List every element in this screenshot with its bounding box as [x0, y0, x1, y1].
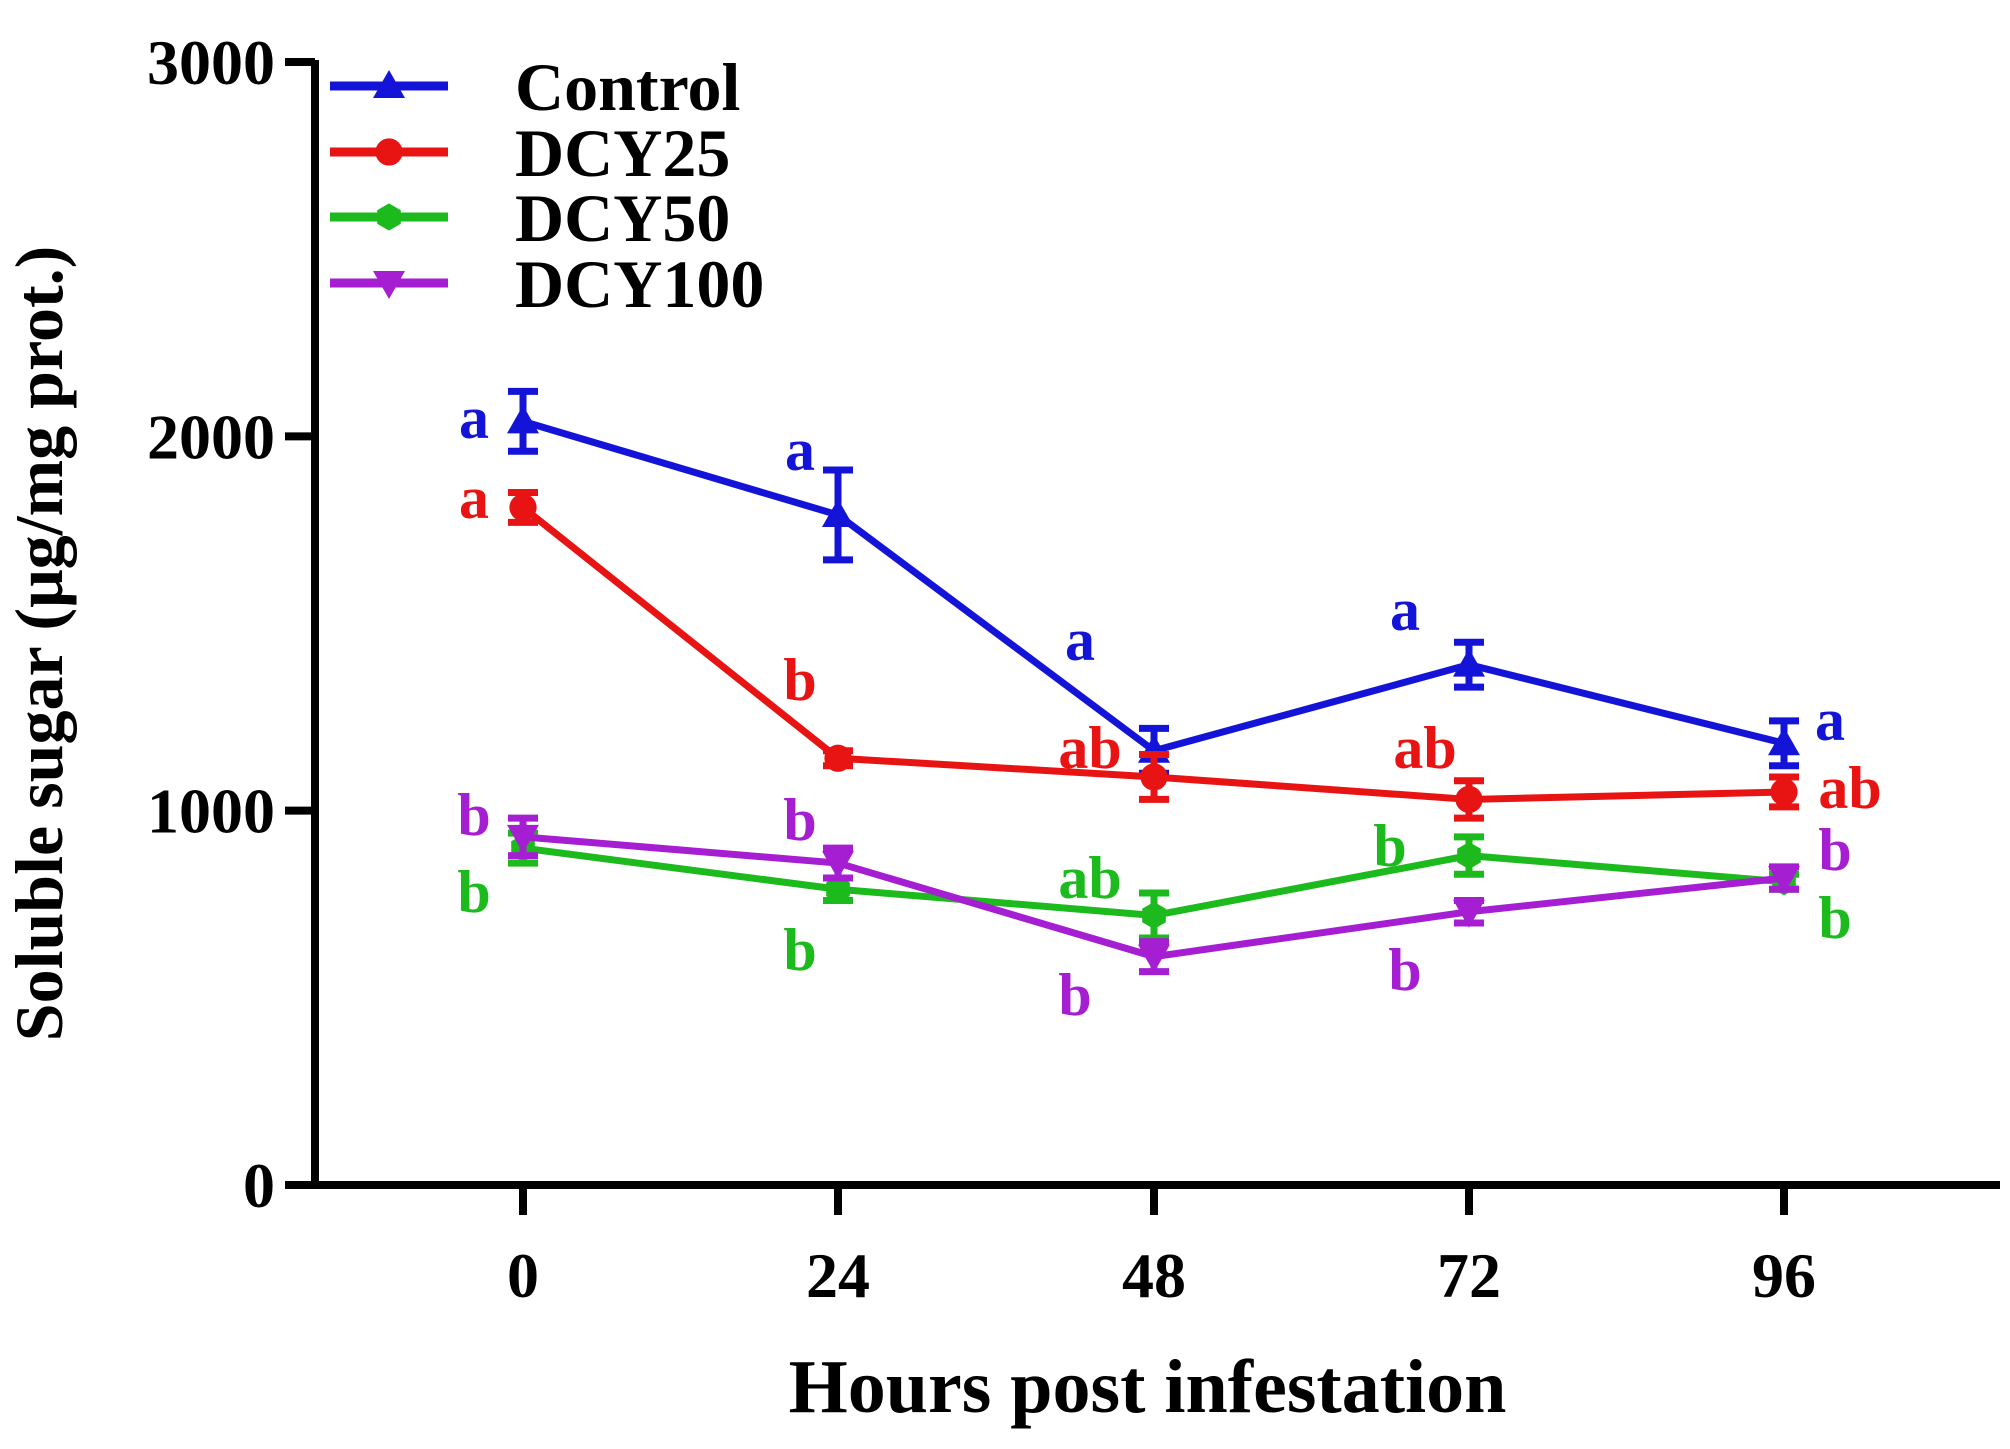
x-tick-label: 96 [1752, 1240, 1816, 1311]
legend-label: DCY100 [515, 246, 764, 322]
y-ticks: 0 1000 2000 3000 [147, 27, 315, 1221]
data-point [1457, 842, 1481, 870]
y-tick-label: 1000 [147, 776, 275, 847]
significance-letter: a [1815, 687, 1845, 753]
x-tick-label: 0 [507, 1240, 539, 1311]
significance-letter: b [1818, 885, 1851, 951]
x-tick-label: 24 [806, 1240, 870, 1311]
x-tick-label: 72 [1437, 1240, 1501, 1311]
data-point [1453, 648, 1485, 677]
significance-letter: a [785, 417, 815, 483]
significance-letter: b [1373, 813, 1406, 879]
legend-item-dcy100: DCY100 [330, 246, 764, 322]
legend-item-control: Control [330, 49, 740, 125]
data-point [1770, 778, 1798, 806]
significance-letter: ab [1058, 845, 1121, 911]
significance-letter: a [459, 385, 489, 451]
data-point [822, 498, 854, 527]
y-tick-label: 3000 [147, 27, 275, 98]
y-tick-label: 0 [243, 1150, 275, 1221]
data-point [824, 744, 852, 772]
significance-letter: a [459, 465, 489, 531]
significance-letter: b [1818, 817, 1851, 883]
series-layer [507, 387, 1800, 976]
x-axis-title: Hours post infestation [789, 1345, 1507, 1429]
y-tick-label: 2000 [147, 401, 275, 472]
data-point [1768, 727, 1800, 756]
legend-label: Control [515, 49, 740, 125]
x-ticks: 0 24 48 72 96 [507, 1185, 1816, 1311]
data-point [377, 203, 401, 231]
data-point [373, 70, 405, 98]
significance-letter: ab [1058, 715, 1121, 781]
significance-letter: b [1388, 937, 1421, 1003]
data-point [1140, 763, 1168, 791]
data-point [1768, 866, 1800, 895]
data-point [509, 493, 537, 522]
significance-letter: b [783, 787, 816, 853]
data-point [1142, 901, 1166, 930]
legend-label: DCY25 [515, 115, 730, 191]
data-point [1453, 899, 1485, 928]
series-control [507, 387, 1800, 777]
significance-letter: b [457, 782, 490, 848]
significance-letter: ab [1818, 755, 1881, 821]
legend-item-dcy50: DCY50 [330, 180, 730, 256]
legend-item-dcy25: DCY25 [330, 115, 730, 191]
significance-letter: ab [1393, 715, 1456, 781]
data-point [822, 851, 854, 880]
data-point [507, 824, 539, 853]
x-tick-label: 48 [1122, 1240, 1186, 1311]
data-point [373, 271, 405, 299]
data-point [507, 405, 539, 434]
series-line [522, 418, 1785, 755]
significance-letter: b [783, 647, 816, 713]
data-point [375, 138, 403, 166]
significance-letter: b [457, 859, 490, 925]
significance-letter: a [1065, 607, 1095, 673]
data-point [1455, 785, 1483, 814]
data-point [1138, 944, 1170, 973]
series-dcy100 [507, 814, 1800, 976]
significance-letter: b [783, 917, 816, 983]
legend-label: DCY50 [515, 180, 730, 256]
significance-letter: b [1058, 962, 1091, 1028]
series-dcy25 [508, 488, 1799, 822]
data-point [826, 875, 850, 903]
significance-letter: a [1390, 577, 1420, 643]
y-axis-title: Soluble sugar (μg/mg prot.) [1, 246, 77, 1041]
